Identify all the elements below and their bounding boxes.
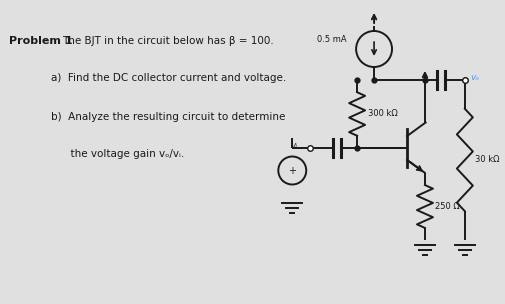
Text: 250 Ω: 250 Ω [434, 202, 459, 211]
Text: vᵢ: vᵢ [290, 140, 296, 150]
Text: b)  Analyze the resulting circuit to determine: b) Analyze the resulting circuit to dete… [50, 112, 284, 123]
Text: vₒ: vₒ [470, 74, 479, 82]
Text: +: + [288, 165, 296, 175]
Text: 30 kΩ: 30 kΩ [474, 156, 498, 164]
Text: The BJT in the circuit below has β = 100.: The BJT in the circuit below has β = 100… [62, 36, 273, 47]
Text: the voltage gain vₒ/vᵢ.: the voltage gain vₒ/vᵢ. [50, 149, 183, 159]
Text: 0.5 mA: 0.5 mA [316, 34, 345, 43]
Text: 300 kΩ: 300 kΩ [367, 109, 397, 119]
Text: a)  Find the DC collector current and voltage.: a) Find the DC collector current and vol… [50, 73, 285, 83]
Text: Problem 1: Problem 1 [9, 36, 72, 47]
